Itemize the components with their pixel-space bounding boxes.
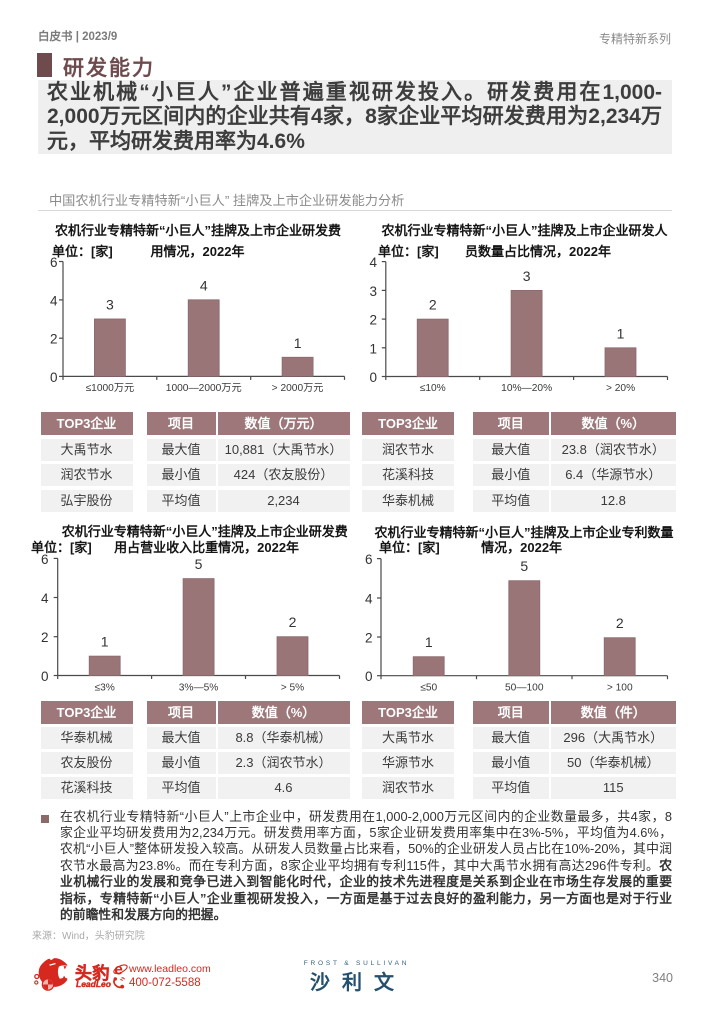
svg-text:≤10%: ≤10% [420, 383, 446, 394]
svg-text:6: 6 [365, 552, 373, 567]
svg-text:> 2000万元: > 2000万元 [272, 383, 324, 394]
svg-text:2: 2 [41, 630, 49, 645]
svg-text:10%—20%: 10%—20% [501, 383, 552, 394]
svg-text:0: 0 [365, 669, 373, 684]
svg-text:0: 0 [50, 370, 58, 385]
svg-text:3%—5%: 3%—5% [179, 683, 219, 694]
svg-text:1000—2000万元: 1000—2000万元 [166, 383, 242, 394]
svg-text:2: 2 [616, 615, 624, 631]
svg-text:1: 1 [369, 341, 377, 356]
svg-text:1: 1 [294, 335, 302, 351]
svg-text:1: 1 [101, 634, 109, 650]
svg-text:≤50: ≤50 [420, 683, 437, 694]
svg-text:0: 0 [369, 370, 377, 385]
svg-text:6: 6 [50, 255, 58, 270]
svg-text:e: e [114, 962, 123, 977]
svg-text:2: 2 [289, 614, 297, 630]
svg-text:0: 0 [41, 669, 49, 684]
svg-text:≤3%: ≤3% [94, 683, 114, 694]
svg-text:1: 1 [617, 325, 625, 341]
svg-text:3: 3 [106, 296, 114, 312]
svg-text:3: 3 [523, 268, 531, 284]
svg-text:4: 4 [41, 591, 49, 606]
svg-text:3: 3 [369, 284, 377, 299]
svg-text:> 20%: > 20% [606, 383, 635, 394]
svg-text:≤1000万元: ≤1000万元 [86, 383, 135, 394]
svg-text:> 5%: > 5% [281, 683, 305, 694]
svg-text:2: 2 [369, 313, 377, 328]
svg-text:2: 2 [50, 332, 58, 347]
svg-text:50—100: 50—100 [505, 683, 544, 694]
svg-text:1: 1 [425, 634, 433, 650]
svg-text:5: 5 [520, 558, 528, 574]
svg-text:4: 4 [50, 293, 58, 308]
svg-text:> 100: > 100 [607, 683, 633, 694]
svg-text:5: 5 [195, 556, 203, 572]
svg-text:2: 2 [365, 631, 373, 646]
svg-text:4: 4 [200, 277, 208, 293]
svg-text:4: 4 [365, 592, 373, 607]
svg-text:4: 4 [369, 255, 377, 270]
svg-text:6: 6 [41, 552, 49, 567]
svg-text:2: 2 [429, 297, 437, 313]
